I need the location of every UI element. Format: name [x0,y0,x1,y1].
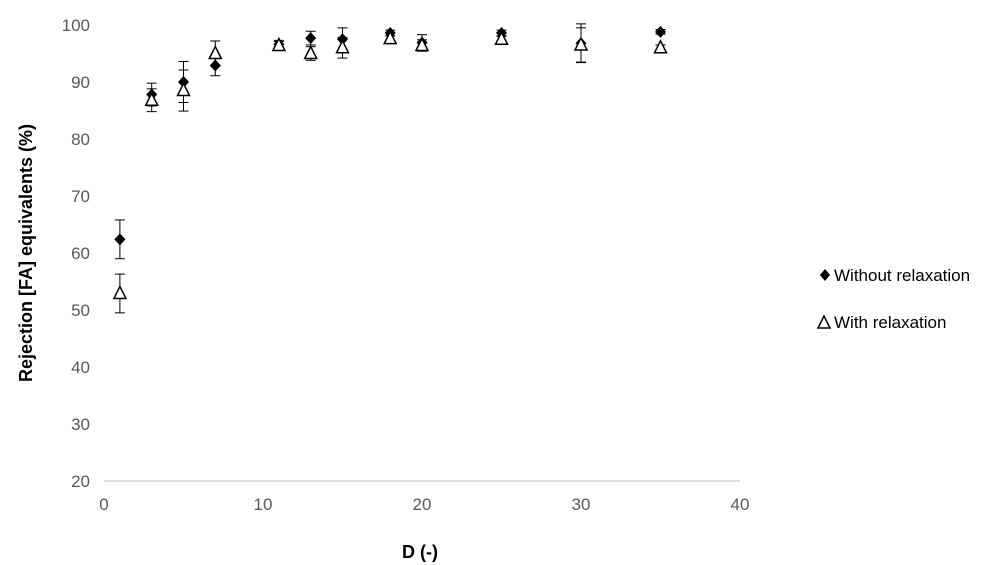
x-tick-label: 40 [731,495,750,514]
data-point-diamond [114,233,126,246]
legend-label-without-relaxation: Without relaxation [834,266,970,285]
x-tick-label: 30 [572,495,591,514]
data-point-triangle [573,36,589,51]
data-point-triangle [494,30,509,45]
data-point-diamond [655,25,666,38]
x-axis-title: D (-) [402,542,438,562]
y-tick-label: 90 [71,73,90,92]
legend: Without relaxation With relaxation [816,266,970,332]
y-tick-label: 80 [71,130,90,149]
legend-label-with-relaxation: With relaxation [834,313,946,332]
y-tick-label: 70 [71,187,90,206]
y-tick-label: 60 [71,244,90,263]
open-triangle-icon [816,314,832,329]
legend-item-without-relaxation: Without relaxation [820,266,970,285]
data-point-triangle [382,30,398,45]
y-tick-label: 40 [71,358,90,377]
data-point-triangle [112,284,128,300]
data-point-triangle [271,36,287,52]
y-tick-labels: 20 30 40 50 60 70 80 90 100 [62,16,90,491]
y-tick-label: 50 [71,301,90,320]
series-without-relaxation [114,23,666,260]
x-tick-label: 0 [99,495,108,514]
filled-diamond-icon [820,269,830,281]
data-point-triangle [144,91,159,106]
y-tick-label: 30 [71,415,90,434]
data-point-triangle [208,44,223,60]
y-tick-label: 20 [71,472,90,491]
data-point-diamond [305,32,317,45]
data-point-triangle [414,36,430,52]
data-point-triangle [653,39,668,54]
data-points [112,23,668,314]
x-tick-label: 10 [254,495,273,514]
y-axis-title: Rejection [FA] equivalents (%) [16,124,36,382]
data-point-triangle [303,44,318,60]
legend-item-with-relaxation: With relaxation [816,313,946,332]
x-tick-labels: 0 10 20 30 40 [99,495,749,514]
data-point-triangle [335,39,350,54]
series-with-relaxation [112,27,668,314]
x-tick-label: 20 [413,495,432,514]
data-point-triangle [176,81,191,97]
y-tick-label: 100 [62,16,90,35]
